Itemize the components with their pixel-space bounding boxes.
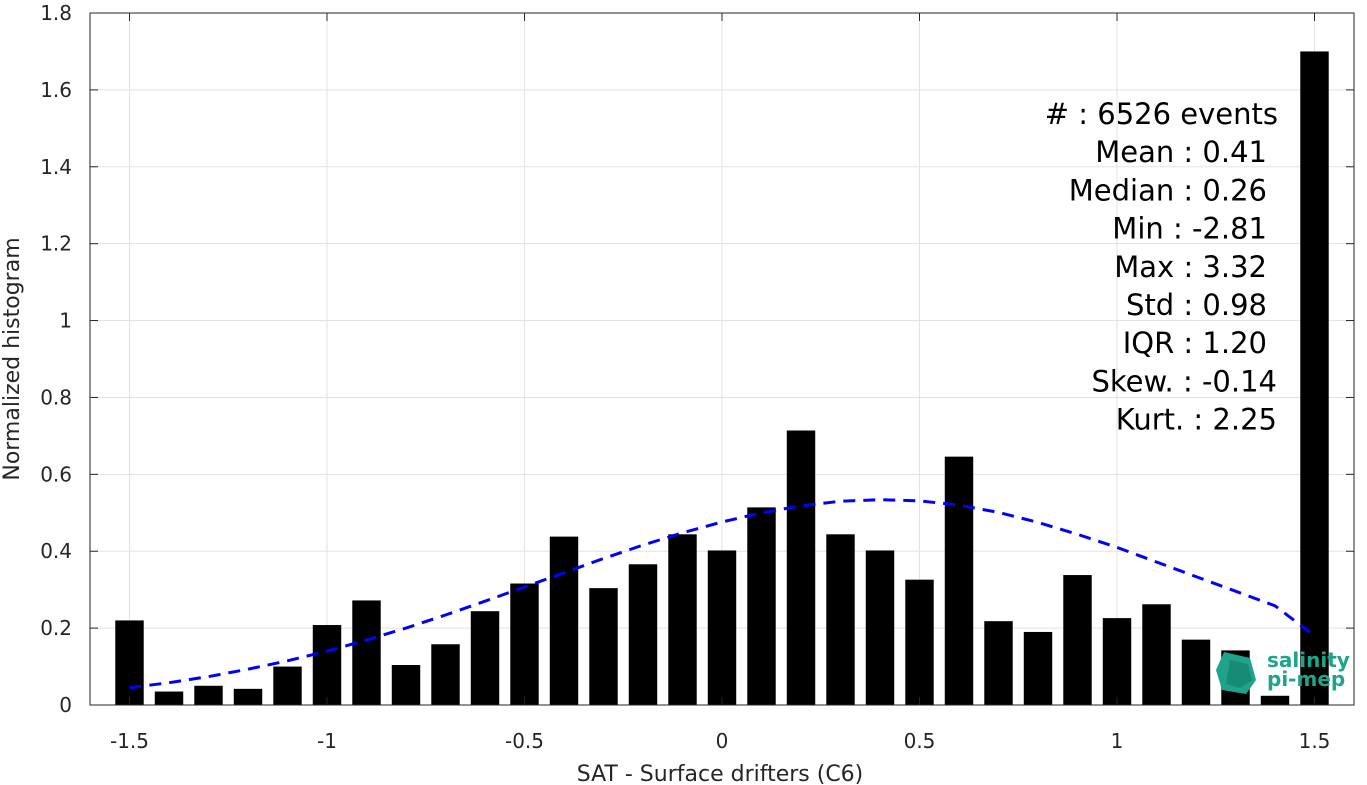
fit-curve — [129, 498, 1316, 690]
logo-line2: pi-mep — [1267, 667, 1345, 691]
stats-line: Mean : 0.41 — [1095, 135, 1267, 169]
histogram-bar — [668, 534, 697, 705]
histogram-bar — [352, 600, 381, 705]
x-axis-ticks: -1.5 -1 -0.5 0 0.5 1 1.5 — [110, 13, 1330, 753]
histogram-bar — [154, 691, 184, 705]
y-axis-ticks: 0 0.2 0.4 0.6 0.8 1 1.2 1.4 1.6 1.8 — [40, 1, 1354, 717]
x-axis-label: SAT - Surface drifters (C6) — [577, 762, 864, 785]
histogram-bar — [312, 625, 342, 705]
stats-line: Max : 3.32 — [1114, 250, 1267, 284]
histogram-bar — [1023, 631, 1053, 705]
histogram-bar — [1102, 618, 1132, 705]
salinity-pimep-logo: salinity pi-mep — [1216, 648, 1350, 694]
histogram-bar — [1063, 575, 1092, 705]
histogram-bar — [628, 564, 658, 705]
bars — [115, 51, 1329, 705]
histogram-bar — [470, 611, 500, 705]
y-tick-label: 1.8 — [40, 1, 72, 25]
stats-box: # : 6526 events Mean : 0.41 Median : 0.26 M… — [1045, 97, 1278, 437]
y-tick-label: 1.6 — [40, 78, 72, 102]
y-axis-label: Normalized histogram — [0, 237, 25, 480]
histogram-bar — [786, 430, 816, 705]
y-tick-label: 0.4 — [40, 539, 72, 563]
stats-line: Std : 0.98 — [1126, 288, 1267, 322]
histogram-bar — [589, 588, 618, 705]
histogram-bar — [549, 536, 579, 705]
y-tick-label: 1.2 — [40, 232, 72, 256]
y-tick-label: 0.8 — [40, 385, 72, 409]
histogram-bar — [1300, 51, 1329, 705]
histogram-bar — [826, 534, 855, 705]
x-tick-label: 0.5 — [904, 729, 936, 753]
logo-icon-shade — [1226, 660, 1252, 688]
x-tick-label: -1 — [317, 729, 337, 753]
histogram-bar — [431, 644, 460, 705]
x-tick-label: -0.5 — [505, 729, 544, 753]
x-tick-label: -1.5 — [110, 729, 149, 753]
histogram-bar — [1260, 695, 1290, 705]
stats-line: Median : 0.26 — [1069, 173, 1267, 207]
histogram-bar — [865, 550, 895, 705]
histogram-bar — [905, 579, 934, 705]
histogram-bar — [984, 621, 1013, 705]
stats-line: IQR : 1.20 — [1123, 326, 1267, 360]
y-tick-label: 0.2 — [40, 616, 72, 640]
x-tick-label: 0 — [716, 729, 729, 753]
histogram-bar — [747, 507, 776, 705]
y-tick-label: 0.6 — [40, 462, 72, 486]
histogram-bar — [510, 583, 539, 705]
stats-line: Min : -2.81 — [1112, 212, 1267, 246]
histogram-bar — [391, 665, 421, 705]
x-tick-label: 1.5 — [1299, 729, 1331, 753]
histogram-bar — [233, 688, 263, 705]
histogram-bar — [194, 685, 223, 705]
x-tick-label: 1 — [1111, 729, 1124, 753]
y-tick-label: 0 — [59, 693, 72, 717]
histogram-bar — [707, 550, 737, 705]
histogram-bar — [115, 620, 144, 705]
histogram-bar — [944, 456, 974, 705]
stats-line: Kurt. : 2.25 — [1116, 403, 1277, 437]
y-tick-label: 1 — [59, 309, 72, 333]
histogram-bar — [1181, 639, 1211, 705]
stats-line: # : 6526 events — [1045, 97, 1278, 131]
stats-line: Skew. : -0.14 — [1091, 364, 1277, 398]
histogram-bar — [273, 666, 302, 705]
y-tick-label: 1.4 — [40, 155, 72, 179]
histogram-bar — [1142, 604, 1171, 705]
logo-line1: salinity — [1267, 648, 1350, 672]
